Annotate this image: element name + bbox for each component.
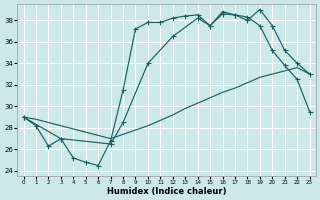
- X-axis label: Humidex (Indice chaleur): Humidex (Indice chaleur): [107, 187, 226, 196]
